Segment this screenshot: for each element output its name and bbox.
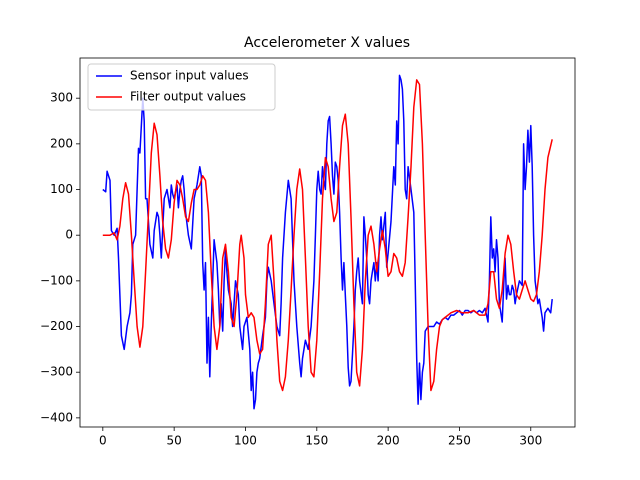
legend-box [87,63,276,111]
x-tick-label: 300 [519,434,542,448]
y-tick-label: 300 [50,91,73,105]
y-tick-label: −400 [40,410,73,424]
x-tick-label: 250 [448,434,471,448]
series-line [102,74,553,410]
x-tick-label: 150 [305,434,328,448]
chart-title: Accelerometer X values [244,35,410,51]
y-tick-label: 200 [50,136,73,150]
x-tick-label: 0 [99,434,107,448]
y-tick-label: −100 [40,273,73,287]
plot-frame [79,57,576,428]
y-tick-label: −300 [40,365,73,379]
x-tick-label: 200 [377,434,400,448]
legend-label: Filter output values [130,90,246,104]
legend-label: Sensor input values [130,69,249,83]
x-tick-label: 50 [167,434,182,448]
series-line [102,79,553,392]
y-tick-label: −200 [40,319,73,333]
y-tick-label: 0 [65,228,73,242]
y-tick-label: 100 [50,182,73,196]
x-tick-label: 100 [234,434,257,448]
